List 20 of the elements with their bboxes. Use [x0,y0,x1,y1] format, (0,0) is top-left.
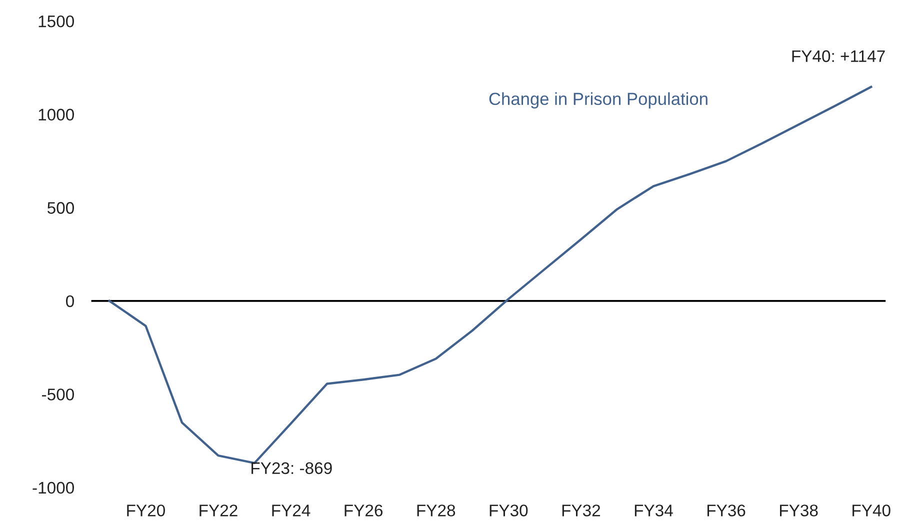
x-tick-label: FY32 [562,504,600,516]
x-tick-label: FY20 [127,504,165,516]
x-tick-label: FY28 [417,504,456,516]
y-tick-label: 1000 [38,108,74,121]
text: Change in Prison Population [489,92,708,108]
y-tick-label: 1500 [38,15,74,28]
x-tick-label: FY22 [200,504,238,516]
x-tick-label: FY24 [272,504,310,516]
x-tick-label: FY40 [852,504,890,516]
y-tick-label: 500 [47,202,74,214]
y-tick-label: -1000 [32,482,74,494]
x-tick-label: FY26 [344,504,383,516]
annotation: FY40: +1147 [792,50,885,62]
x-tick-label: FY34 [634,504,673,516]
y-tick-label: 0 [66,295,74,308]
x-tick-label: FY30 [490,504,528,516]
y-tick-label: -500 [42,388,74,400]
x-tick-label: FY38 [780,504,818,516]
x-tick-label: FY36 [707,504,746,516]
annotation: FY23: -869 [252,462,332,474]
